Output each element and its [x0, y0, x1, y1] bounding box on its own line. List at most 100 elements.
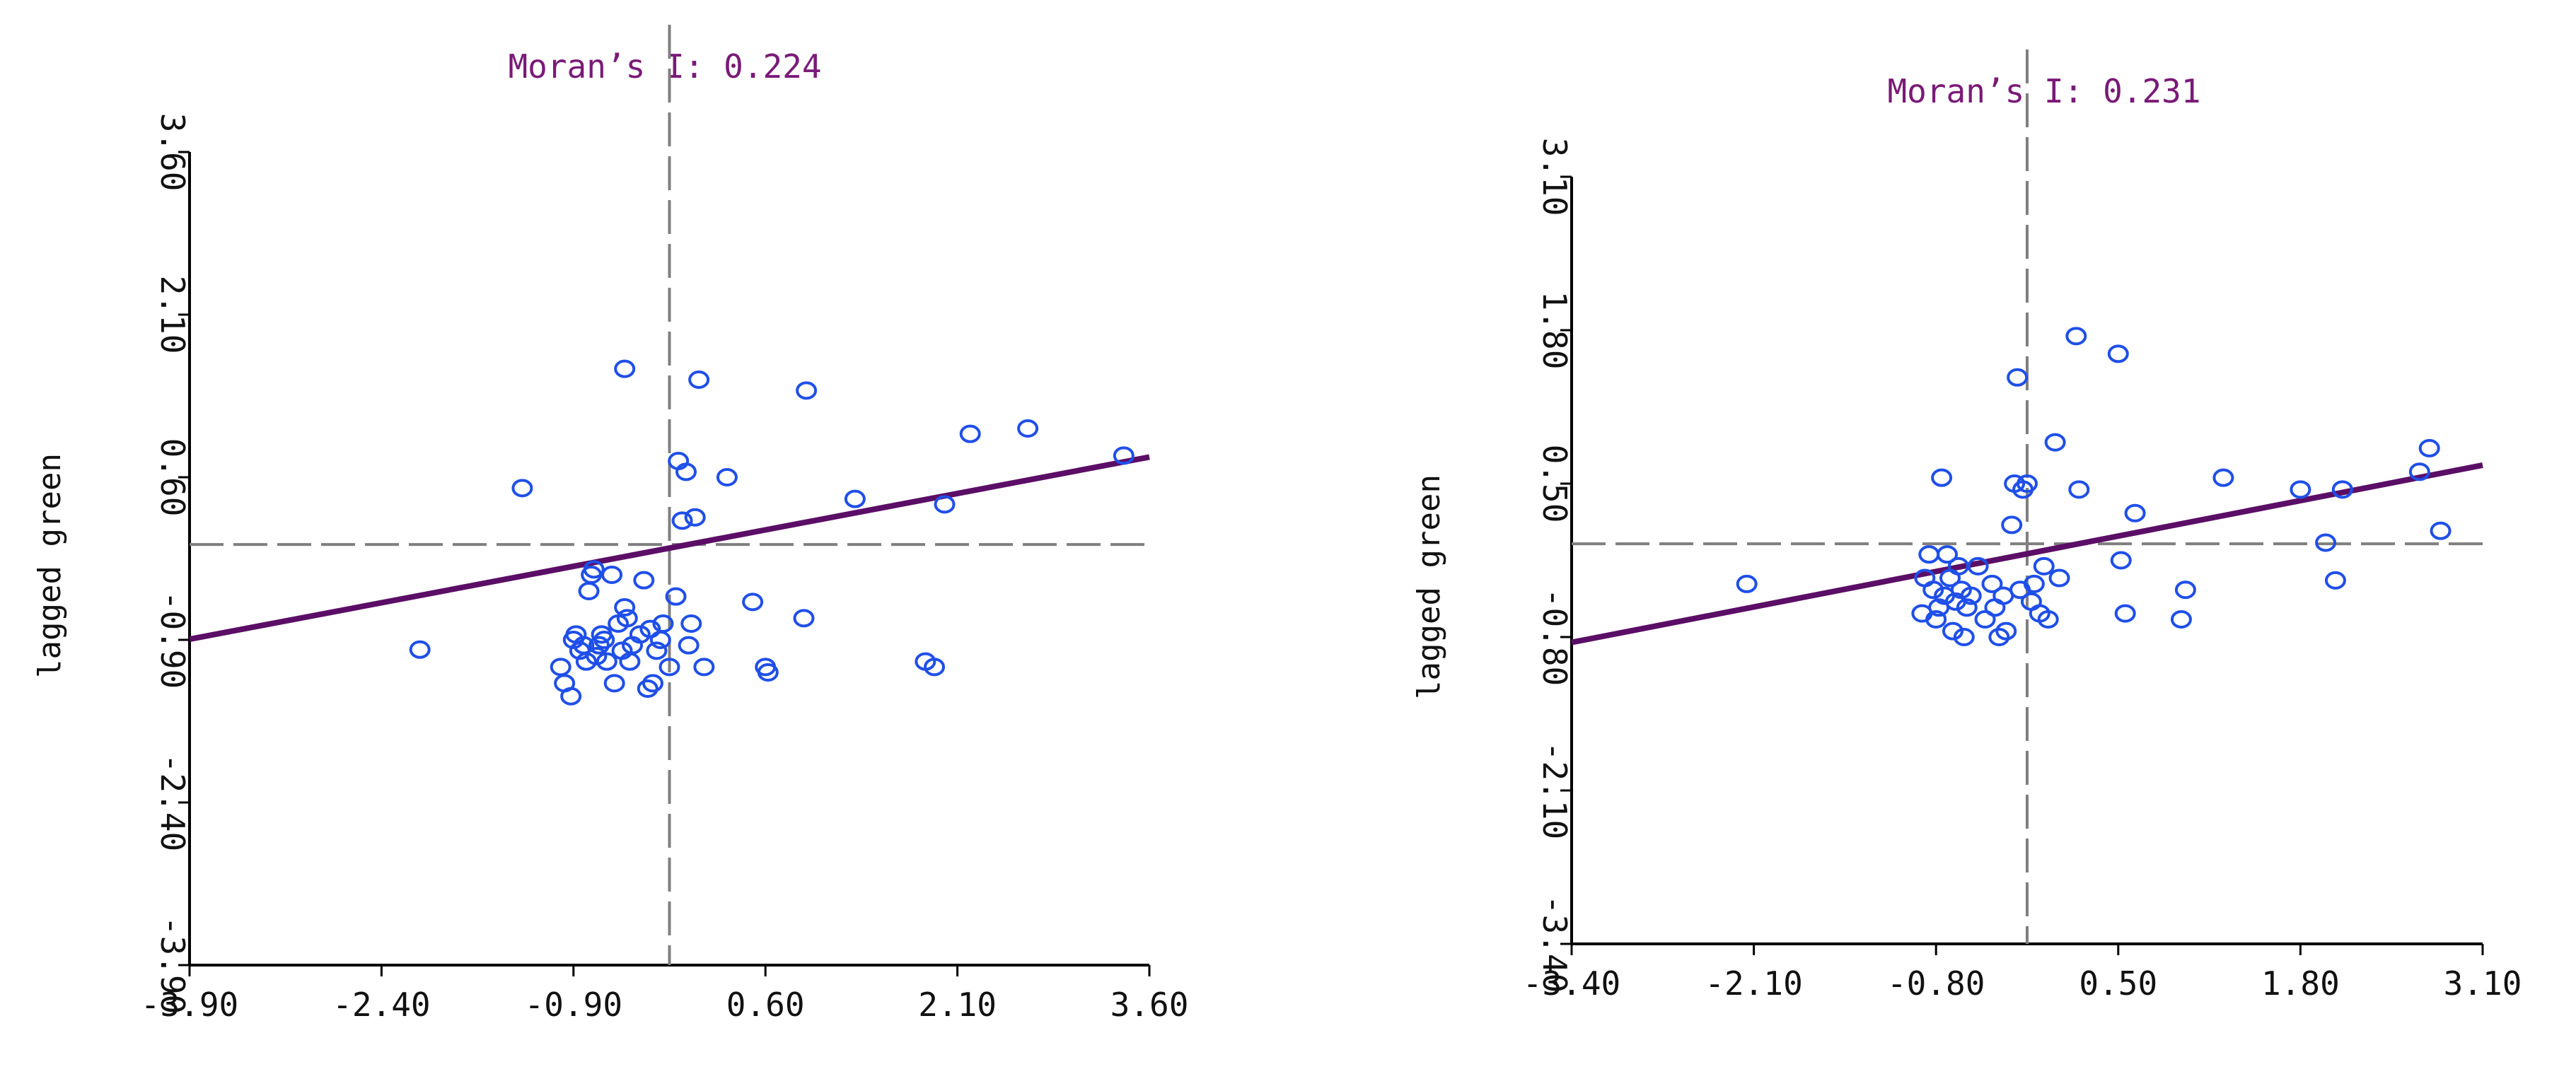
data-point [633, 571, 655, 590]
data-point [603, 674, 625, 693]
data-point [550, 658, 572, 677]
data-point [2331, 480, 2353, 499]
data-point [2068, 480, 2090, 499]
y-tick-label: 3.60 [153, 113, 192, 192]
data-point [2023, 574, 2045, 593]
data-point [959, 424, 981, 443]
data-point [616, 609, 638, 628]
data-point [2212, 468, 2234, 487]
data-point [716, 468, 738, 486]
x-tick-label: -3.40 [1523, 964, 1620, 1003]
data-point [688, 370, 710, 389]
data-point [652, 614, 674, 633]
data-point [2324, 571, 2346, 590]
x-tick-label: -0.90 [525, 986, 622, 1024]
data-point [2418, 438, 2440, 457]
y-tick-label: -0.90 [153, 591, 192, 689]
data-point [2001, 515, 2023, 535]
y-tick-label: -3.40 [1536, 895, 1574, 993]
data-point [642, 674, 663, 693]
data-point [2033, 556, 2055, 576]
x-tick-label: -2.40 [332, 986, 430, 1024]
data-point [2037, 609, 2059, 629]
data-point [1937, 545, 1959, 564]
data-point [1736, 574, 1758, 593]
data-point [588, 636, 610, 655]
data-point [1953, 628, 1975, 646]
y-tick-label: 3.10 [1536, 138, 1574, 216]
data-point [742, 592, 764, 612]
data-point [2290, 480, 2311, 499]
x-tick-label: 3.10 [2444, 964, 2522, 1003]
data-point [2044, 433, 2066, 452]
data-point [1918, 545, 1940, 564]
scatter-panel-left: Moran’s I: 0.224 lagged green -3.90 -2.40… [32, 25, 1188, 1024]
y-axis-label: lagged green [1411, 474, 1447, 699]
x-tick-label: 2.10 [918, 986, 997, 1024]
data-point [2017, 474, 2038, 493]
y-tick-label: -2.10 [1536, 742, 1574, 839]
data-point [1942, 621, 1963, 641]
data-point [671, 511, 693, 530]
data-point [757, 663, 779, 682]
data-point [593, 631, 615, 649]
y-tick-label: 1.80 [1536, 291, 1574, 370]
data-point [614, 598, 636, 617]
data-point [1995, 621, 2017, 641]
data-point [511, 479, 533, 498]
data-point [639, 619, 661, 638]
data-point [678, 636, 700, 655]
data-point [665, 587, 687, 606]
x-tick-label: -0.80 [1887, 964, 1985, 1003]
data-point [2174, 580, 2196, 600]
data-point [2065, 327, 2087, 346]
data-point [2430, 521, 2452, 540]
data-point [560, 687, 582, 706]
data-point [793, 609, 815, 628]
data-point [2408, 462, 2430, 481]
data-point [934, 495, 956, 514]
data-point [1922, 580, 1944, 600]
data-point [796, 381, 818, 400]
data-point [637, 679, 658, 698]
y-axis-label: lagged green [32, 453, 68, 678]
chart-title: Moran’s I: 0.224 [508, 47, 821, 86]
data-point [2110, 551, 2132, 570]
x-tick-label: 3.60 [1110, 986, 1189, 1024]
data-point [2315, 533, 2337, 552]
data-point [1981, 574, 2003, 593]
data-point [680, 614, 702, 633]
y-tick-label: -2.40 [153, 754, 192, 851]
data-point [1956, 598, 1978, 617]
data-point [684, 508, 706, 527]
y-tick-label: -0.80 [1536, 588, 1574, 686]
data-point [693, 658, 715, 677]
chart-title: Moran’s I: 0.231 [1887, 72, 2200, 110]
data-point [578, 582, 600, 600]
data-point [614, 359, 636, 378]
data-point [2048, 568, 2070, 588]
data-point [1931, 468, 1953, 487]
data-point [583, 560, 605, 579]
data-point [601, 566, 623, 584]
data-point [646, 641, 668, 660]
data-point [2107, 344, 2129, 363]
data-point [2170, 609, 2192, 629]
data-point [675, 462, 697, 481]
data-point [2007, 368, 2029, 387]
y-tick-label: 0.50 [1536, 445, 1574, 523]
data-point [924, 658, 946, 677]
x-tick-label: -2.10 [1705, 964, 1802, 1003]
data-point [649, 631, 671, 649]
data-point [1960, 586, 1982, 605]
data-point [2124, 503, 2146, 522]
regression-line [189, 454, 1150, 642]
x-tick-label: 1.80 [2261, 964, 2340, 1003]
data-point [1974, 609, 1996, 629]
regression-line [1571, 462, 2483, 646]
data-point [1113, 446, 1135, 465]
x-tick-label: -3.90 [141, 986, 238, 1024]
data-point [658, 658, 680, 677]
data-point [596, 652, 617, 671]
